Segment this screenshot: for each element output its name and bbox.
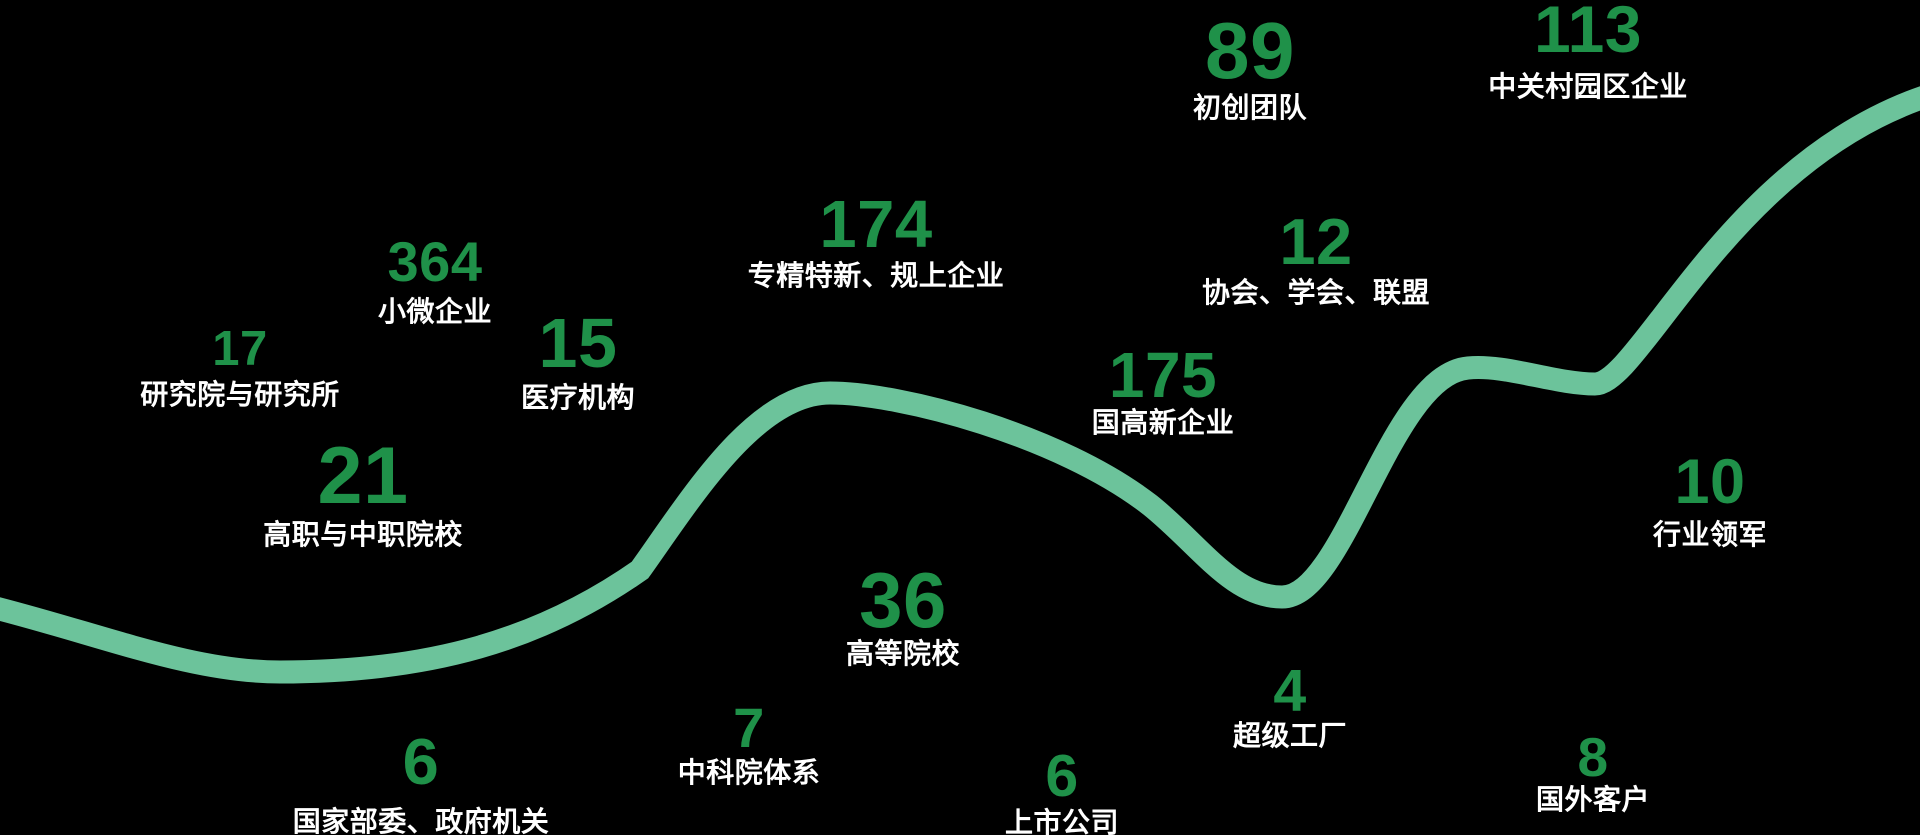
stat-label: 协会、学会、联盟 xyxy=(1201,277,1431,308)
stat-label: 中关村园区企业 xyxy=(1488,71,1688,102)
stat-value: 7 xyxy=(733,696,765,759)
stat-label: 高等院校 xyxy=(845,638,961,669)
stat-item: 12 协会、学会、联盟 xyxy=(1202,209,1430,309)
stat-item: 15 医疗机构 xyxy=(521,308,635,414)
stat-label: 研究院与研究所 xyxy=(140,379,340,410)
stat-label: 行业领军 xyxy=(1652,519,1768,550)
stat-item: 17 研究院与研究所 xyxy=(140,325,340,411)
stat-value: 21 xyxy=(317,431,409,521)
stat-label: 中科院体系 xyxy=(677,757,821,788)
stat-item: 89 初创团队 xyxy=(1193,11,1307,124)
stat-item: 36 高等院校 xyxy=(846,561,960,670)
stat-label: 医疗机构 xyxy=(520,382,636,413)
stat-label: 国高新企业 xyxy=(1091,407,1235,438)
trend-curve-path xyxy=(0,86,1920,684)
stat-value: 17 xyxy=(212,322,268,376)
stat-value: 36 xyxy=(859,556,947,644)
stat-value: 174 xyxy=(819,187,933,262)
stat-label: 高职与中职院校 xyxy=(263,519,463,550)
stat-label: 小微企业 xyxy=(377,296,493,327)
stat-value: 12 xyxy=(1279,205,1353,278)
stat-value: 113 xyxy=(1534,0,1642,66)
stat-item: 21 高职与中职院校 xyxy=(263,436,463,551)
stat-value: 6 xyxy=(1045,743,1079,809)
stat-item: 6 国家部委、政府机关 xyxy=(293,729,550,835)
stat-item: 113 中关村园区企业 xyxy=(1488,0,1688,103)
stat-item: 174 专精特新、规上企业 xyxy=(748,191,1005,292)
stat-item: 364 小微企业 xyxy=(378,234,492,328)
stat-value: 89 xyxy=(1205,6,1295,95)
stat-value: 175 xyxy=(1108,339,1218,411)
stat-label: 超级工厂 xyxy=(1232,720,1348,751)
stat-label: 初创团队 xyxy=(1192,92,1308,123)
stat-item: 175 国高新企业 xyxy=(1092,343,1235,439)
stat-item: 4 超级工厂 xyxy=(1233,662,1347,752)
stat-value: 364 xyxy=(387,230,483,293)
stat-label: 专精特新、规上企业 xyxy=(747,260,1005,291)
stat-item: 10 行业领军 xyxy=(1653,451,1767,551)
stat-value: 8 xyxy=(1577,726,1609,788)
stat-item: 7 中科院体系 xyxy=(678,700,821,789)
stat-value: 6 xyxy=(402,725,440,798)
stat-label: 国家部委、政府机关 xyxy=(292,806,550,835)
stat-value: 10 xyxy=(1674,447,1746,517)
stat-item: 6 上市公司 xyxy=(1005,747,1119,835)
stat-label: 上市公司 xyxy=(1004,807,1120,835)
stat-label: 国外客户 xyxy=(1535,784,1651,815)
stat-item: 8 国外客户 xyxy=(1536,730,1650,816)
stat-value: 15 xyxy=(538,304,618,382)
stat-value: 4 xyxy=(1273,658,1307,724)
